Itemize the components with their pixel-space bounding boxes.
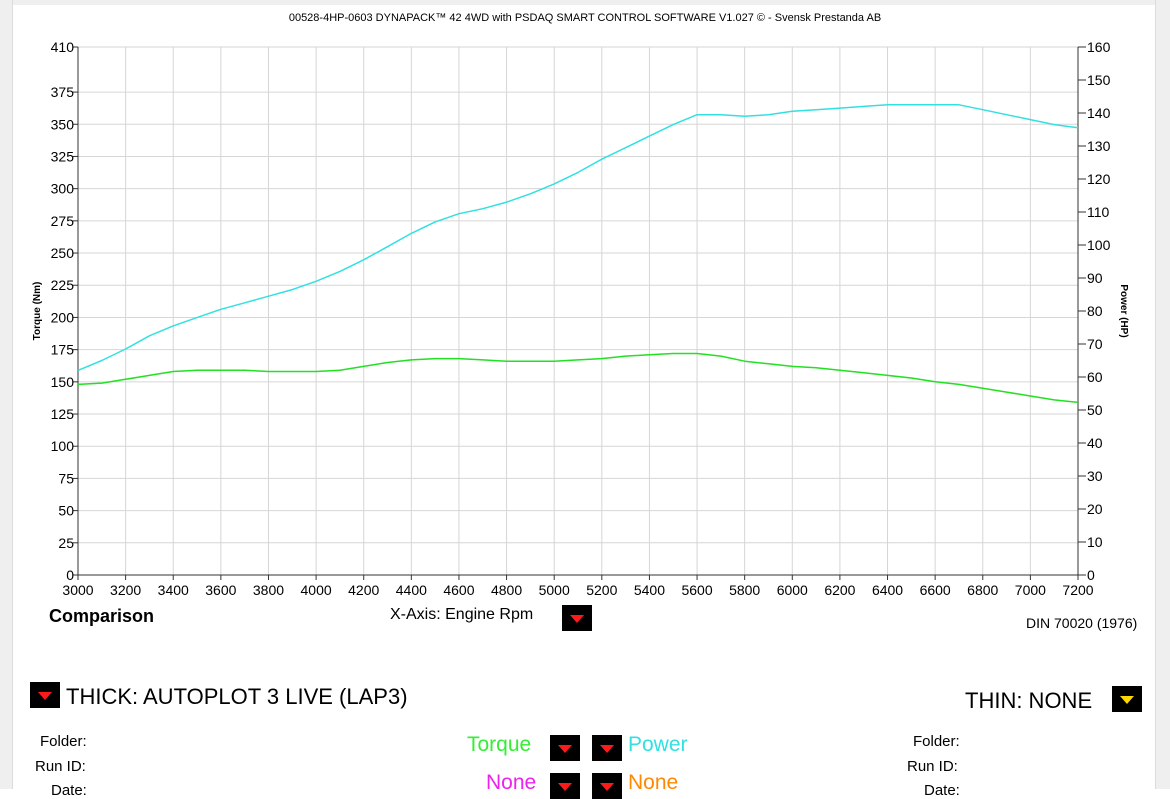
right-runid-label: Run ID: [907, 758, 958, 775]
left-tick-label: 25 [58, 535, 74, 551]
right-folder-label: Folder: [913, 733, 960, 750]
right-tick-label: 80 [1087, 303, 1103, 319]
thick-run-label: THICK: AUTOPLOT 3 LIVE (LAP3) [66, 684, 408, 709]
none-right-selector-label: None [628, 771, 679, 794]
right-tick-label: 20 [1087, 501, 1103, 517]
right-tick-label: 90 [1087, 270, 1103, 286]
left-tick-label: 325 [51, 148, 75, 164]
chart-series [77, 104, 1079, 404]
x-axis-ticks: 3000 3200 3400 3600 3800 4000 4200 4400 4600 4800… [62, 575, 1094, 598]
right-tick-label: 60 [1087, 369, 1103, 385]
x-tick-label: 5600 [681, 582, 712, 598]
series-line-torque [77, 352, 1079, 404]
left-tick-label: 150 [51, 374, 75, 390]
thin-run-dropdown-button[interactable] [1112, 686, 1142, 712]
x-tick-label: 7200 [1062, 582, 1093, 598]
chart-header-title: 00528-4HP-0603 DYNAPACK™ 42 4WD with PSD… [288, 12, 882, 24]
left-tick-label: 410 [51, 39, 75, 55]
x-tick-label: 3400 [158, 582, 189, 598]
thin-run-label: THIN: NONE [965, 688, 1093, 713]
right-tick-label: 140 [1087, 105, 1111, 121]
x-tick-label: 4800 [491, 582, 522, 598]
right-tick-label: 130 [1087, 138, 1111, 154]
left-tick-label: 375 [51, 84, 75, 100]
torque-selector-dropdown[interactable] [550, 735, 580, 761]
x-tick-label: 4600 [443, 582, 474, 598]
chart-axes [77, 47, 1079, 576]
xaxis-label: X-Axis: Engine Rpm [390, 606, 534, 623]
right-tick-label: 110 [1087, 204, 1110, 220]
left-tick-label: 175 [51, 342, 75, 358]
right-tick-label: 150 [1087, 72, 1111, 88]
x-tick-label: 6600 [920, 582, 951, 598]
thick-run-dropdown-button[interactable] [30, 682, 60, 708]
x-tick-label: 5000 [539, 582, 570, 598]
x-tick-label: 4400 [396, 582, 427, 598]
window-top-border [0, 0, 1170, 5]
left-tick-label: 0 [66, 567, 74, 583]
right-tick-label: 120 [1087, 171, 1111, 187]
left-tick-label: 200 [51, 309, 75, 325]
x-tick-label: 3800 [253, 582, 284, 598]
right-tick-label: 30 [1087, 468, 1103, 484]
right-tick-label: 50 [1087, 402, 1103, 418]
right-tick-label: 160 [1087, 39, 1111, 55]
none-left-selector-dropdown[interactable] [550, 773, 580, 799]
right-date-label: Date: [924, 782, 960, 799]
left-tick-label: 225 [51, 277, 75, 293]
none-right-selector-dropdown[interactable] [592, 773, 622, 799]
left-tick-label: 125 [51, 406, 75, 422]
right-axis-ticks: 0 10 20 30 40 50 60 70 80 90 100 110 120 130 140 150 160 [1078, 39, 1111, 583]
comparison-label: Comparison [49, 606, 155, 626]
torque-selector-label: Torque [467, 733, 532, 756]
left-date-label: Date: [51, 782, 87, 799]
x-tick-label: 5400 [634, 582, 665, 598]
power-selector-label: Power [628, 733, 688, 756]
x-tick-label: 4000 [301, 582, 332, 598]
right-tick-label: 10 [1087, 534, 1103, 550]
none-left-selector-label: None [486, 771, 537, 794]
din-standard-label: DIN 70020 (1976) [1026, 615, 1138, 631]
left-axis-label: Torque (Nm) [32, 282, 43, 341]
left-tick-label: 50 [58, 503, 74, 519]
left-folder-label: Folder: [40, 733, 87, 750]
chart-grid [77, 46, 1079, 576]
x-tick-label: 6400 [872, 582, 903, 598]
left-runid-label: Run ID: [35, 758, 86, 775]
right-tick-label: 40 [1087, 435, 1103, 451]
left-axis-ticks: 0 25 50 75 100 125 150 175 200 225 250 275 300 325 350… [51, 39, 78, 583]
x-tick-label: 3200 [110, 582, 141, 598]
x-tick-label: 7000 [1015, 582, 1046, 598]
x-tick-label: 6000 [777, 582, 808, 598]
left-tick-label: 275 [51, 213, 75, 229]
left-tick-label: 75 [58, 470, 74, 486]
x-tick-label: 6800 [967, 582, 998, 598]
left-tick-label: 300 [51, 181, 75, 197]
x-tick-label: 5800 [729, 582, 760, 598]
x-tick-label: 4200 [348, 582, 379, 598]
window-right-border [1155, 0, 1170, 789]
right-axis-label: Power (HP) [1118, 284, 1129, 337]
x-tick-label: 6200 [824, 582, 855, 598]
x-tick-label: 5200 [586, 582, 617, 598]
left-tick-label: 350 [51, 116, 75, 132]
right-tick-label: 0 [1087, 567, 1095, 583]
left-tick-label: 100 [51, 438, 75, 454]
x-tick-label: 3600 [205, 582, 236, 598]
dyno-chart: 3000 3200 3400 3600 3800 4000 4200 4400 4600 4800… [32, 39, 1129, 598]
right-tick-label: 100 [1087, 237, 1111, 253]
window-left-border [0, 0, 13, 789]
x-tick-label: 3000 [62, 582, 93, 598]
power-selector-dropdown[interactable] [592, 735, 622, 761]
series-line-power [77, 104, 1079, 372]
left-tick-label: 250 [51, 245, 75, 261]
right-tick-label: 70 [1087, 336, 1103, 352]
xaxis-dropdown-button[interactable] [562, 605, 592, 631]
